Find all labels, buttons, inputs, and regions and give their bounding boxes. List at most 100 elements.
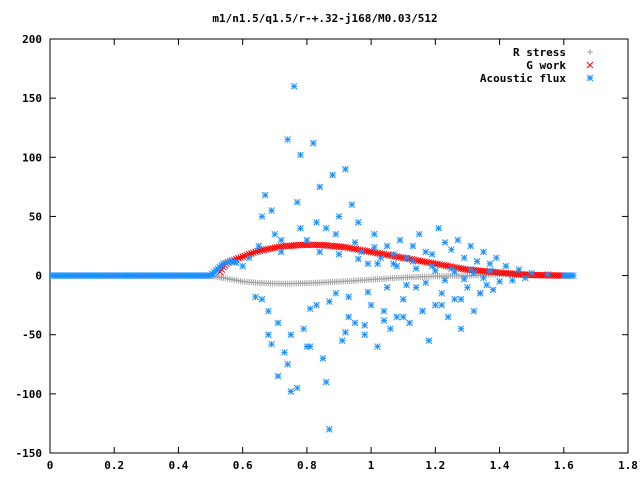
data-point [361,331,369,339]
data-point [300,325,308,333]
data-point [277,236,285,244]
data-point [387,325,394,333]
series-2 [50,82,577,433]
data-point [261,191,269,199]
data-point [284,360,291,368]
data-point [502,262,510,270]
data-point [570,272,577,279]
data-point [370,243,378,251]
chart-title: m1/n1.5/q1.5/r-+.32-j168/M0.03/512 [212,12,437,25]
data-point [383,284,391,291]
data-point [460,275,468,283]
y-tick-label: 150 [22,92,42,105]
data-point [374,343,381,350]
data-point [254,247,262,255]
x-tick-label: 1 [368,459,375,472]
legend-marker [586,61,594,69]
x-tick-label: 1.2 [425,459,445,472]
data-point [470,269,478,277]
data-point [274,372,282,380]
data-point [435,224,442,232]
data-point [364,260,372,268]
data-point [409,258,417,265]
data-point [303,236,311,244]
y-tick-label: 50 [29,210,42,223]
data-point [431,301,439,309]
data-point [293,384,301,392]
data-point [274,319,282,327]
data-point [441,239,449,246]
data-point [322,378,330,386]
data-point [496,278,503,285]
y-tick-label: -50 [22,329,42,342]
data-point [252,293,259,301]
data-point [332,230,340,238]
y-tick-label: 100 [22,151,42,164]
data-point [297,224,304,232]
data-point [431,267,439,275]
data-point [460,254,468,262]
y-tick-label: 0 [35,270,42,283]
x-tick-label: 1.4 [490,459,510,472]
data-point [316,183,324,191]
data-point [345,293,352,301]
data-point [258,213,266,220]
data-point [528,269,536,277]
y-axis: 200 150 100 50 0 -50 -100 -150 [16,33,628,460]
data-point [309,139,317,147]
data-point [457,325,465,333]
data-point [467,242,475,250]
data-point [322,224,330,232]
data-point [428,250,436,258]
data-point [354,218,362,226]
data-point [489,286,497,294]
data-point [399,295,407,303]
data-point [393,313,401,321]
data-point [415,230,423,238]
data-point [515,266,523,274]
legend-label: R stress [513,46,566,59]
y-tick-label: -100 [16,388,43,401]
data-point [380,307,388,315]
data-point [457,295,465,303]
data-point [287,331,295,339]
data-point [271,230,279,238]
data-point [351,319,359,327]
data-point [287,388,295,395]
data-point [409,242,417,250]
data-point [232,259,240,266]
data-point [313,218,320,226]
data-point [422,279,430,287]
data-point [444,313,452,321]
data-point [290,82,298,90]
data-point [284,136,291,143]
data-point [464,284,471,291]
data-point [470,307,478,315]
data-point [451,268,458,276]
data-point [258,295,266,303]
data-point [335,213,343,220]
data-point [380,317,388,324]
data-point [332,289,340,297]
data-point [422,248,430,256]
data-point [451,295,458,303]
data-point [483,281,491,289]
data-point [438,301,446,309]
data-point [370,230,378,238]
data-point [480,274,487,282]
data-point [239,262,247,270]
data-point [281,349,288,356]
data-point [448,246,455,253]
x-tick-label: 1.6 [554,459,574,472]
legend-label: Acoustic flux [480,72,566,85]
data-point [419,307,426,315]
series-1 [216,241,568,279]
data-point [319,355,327,362]
data-point [473,258,481,265]
data-point [412,284,420,291]
x-tick-label: 0.6 [233,459,253,472]
data-point [390,250,397,258]
data-point [351,239,359,246]
data-point [297,151,304,159]
